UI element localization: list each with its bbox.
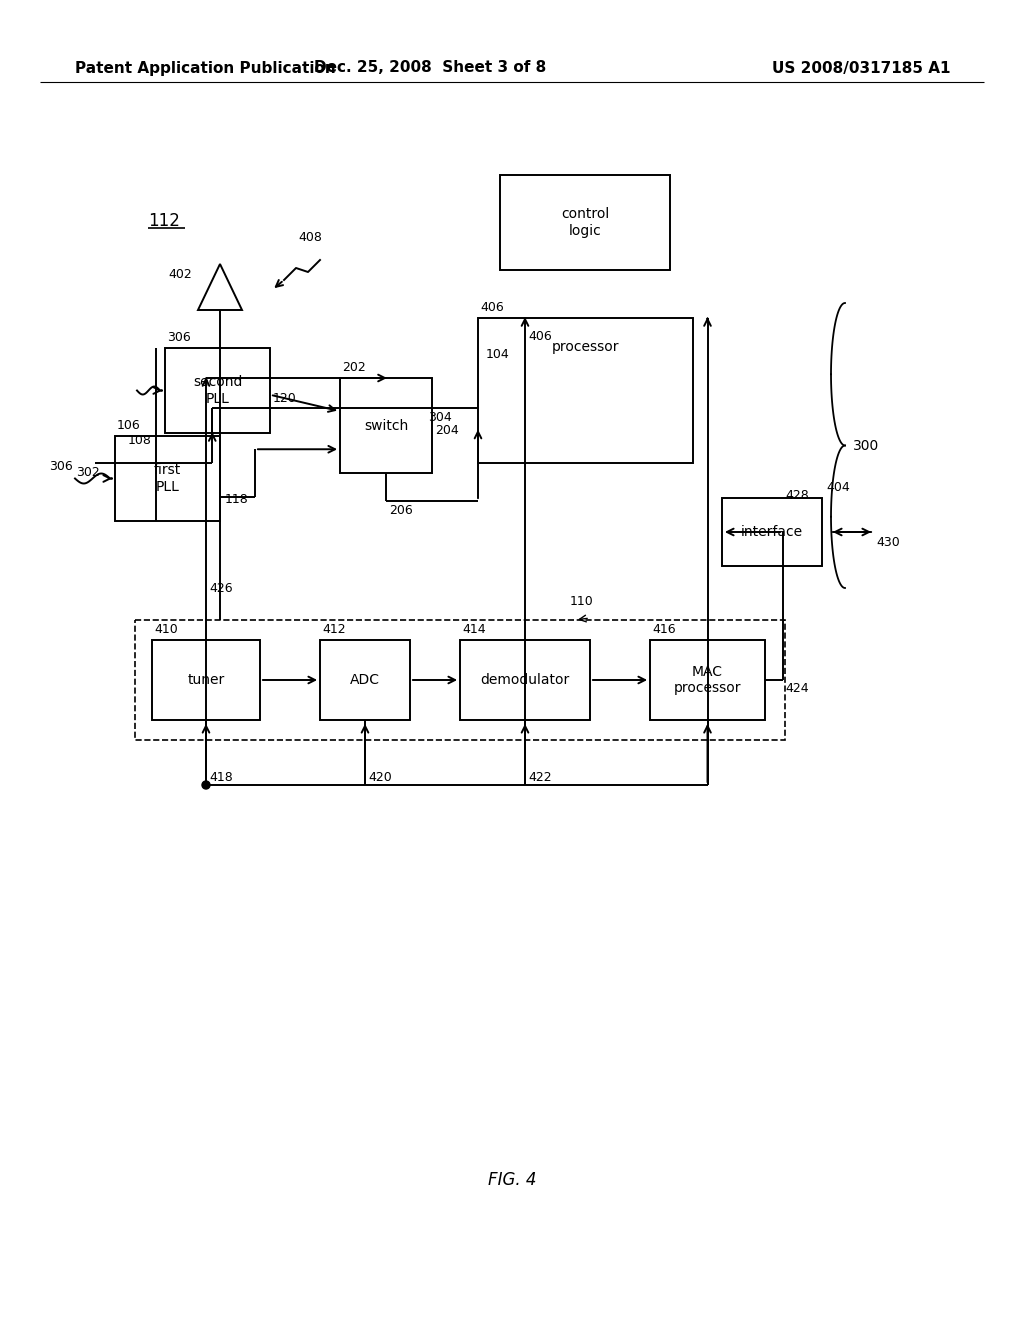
- Text: 304: 304: [428, 411, 452, 424]
- Text: 402: 402: [168, 268, 193, 281]
- Text: Patent Application Publication: Patent Application Publication: [75, 61, 336, 75]
- Text: 406: 406: [480, 301, 504, 314]
- Text: 204: 204: [435, 424, 459, 437]
- Text: interface: interface: [741, 525, 803, 539]
- Text: 106: 106: [117, 418, 140, 432]
- Bar: [340, 378, 432, 473]
- Bar: [115, 436, 220, 521]
- Bar: [165, 348, 270, 433]
- Text: processor: processor: [552, 341, 620, 354]
- Bar: [478, 318, 693, 463]
- Text: demodulator: demodulator: [480, 673, 569, 686]
- Bar: [650, 640, 765, 719]
- Text: 206: 206: [389, 504, 413, 517]
- Text: 420: 420: [368, 771, 392, 784]
- Text: 418: 418: [209, 771, 232, 784]
- Text: first
PLL: first PLL: [154, 463, 181, 494]
- Text: FIG. 4: FIG. 4: [487, 1171, 537, 1189]
- Text: 416: 416: [652, 623, 676, 636]
- Text: 110: 110: [570, 595, 594, 609]
- Text: 104: 104: [486, 348, 510, 360]
- Text: 424: 424: [785, 682, 809, 696]
- Bar: [319, 640, 410, 719]
- Text: 410: 410: [154, 623, 178, 636]
- Text: 404: 404: [826, 480, 850, 494]
- Text: 414: 414: [462, 623, 485, 636]
- Text: MAC
processor: MAC processor: [674, 665, 741, 696]
- Text: 426: 426: [209, 582, 232, 594]
- Text: 306: 306: [49, 459, 73, 473]
- Bar: [460, 640, 590, 719]
- Text: 118: 118: [225, 494, 249, 506]
- Text: 112: 112: [148, 213, 180, 230]
- Text: second
PLL: second PLL: [193, 375, 243, 405]
- Bar: [500, 176, 670, 271]
- Bar: [722, 498, 822, 566]
- Text: 406: 406: [528, 330, 552, 343]
- Text: 120: 120: [273, 392, 297, 405]
- Circle shape: [202, 781, 210, 789]
- Text: US 2008/0317185 A1: US 2008/0317185 A1: [771, 61, 950, 75]
- Text: 300: 300: [853, 438, 880, 453]
- Text: Dec. 25, 2008  Sheet 3 of 8: Dec. 25, 2008 Sheet 3 of 8: [314, 61, 546, 75]
- Text: 430: 430: [876, 536, 900, 549]
- Bar: [135, 620, 785, 741]
- Text: 422: 422: [528, 771, 552, 784]
- Text: 412: 412: [322, 623, 346, 636]
- Polygon shape: [198, 264, 242, 310]
- Text: 428: 428: [785, 488, 809, 502]
- Text: switch: switch: [364, 418, 409, 433]
- Text: control
logic: control logic: [561, 207, 609, 238]
- Text: 306: 306: [167, 331, 190, 345]
- Text: 408: 408: [298, 231, 322, 244]
- Text: tuner: tuner: [187, 673, 224, 686]
- Text: 302: 302: [76, 466, 100, 479]
- Text: 108: 108: [128, 434, 152, 447]
- Text: ADC: ADC: [350, 673, 380, 686]
- Bar: [152, 640, 260, 719]
- Text: 202: 202: [342, 360, 366, 374]
